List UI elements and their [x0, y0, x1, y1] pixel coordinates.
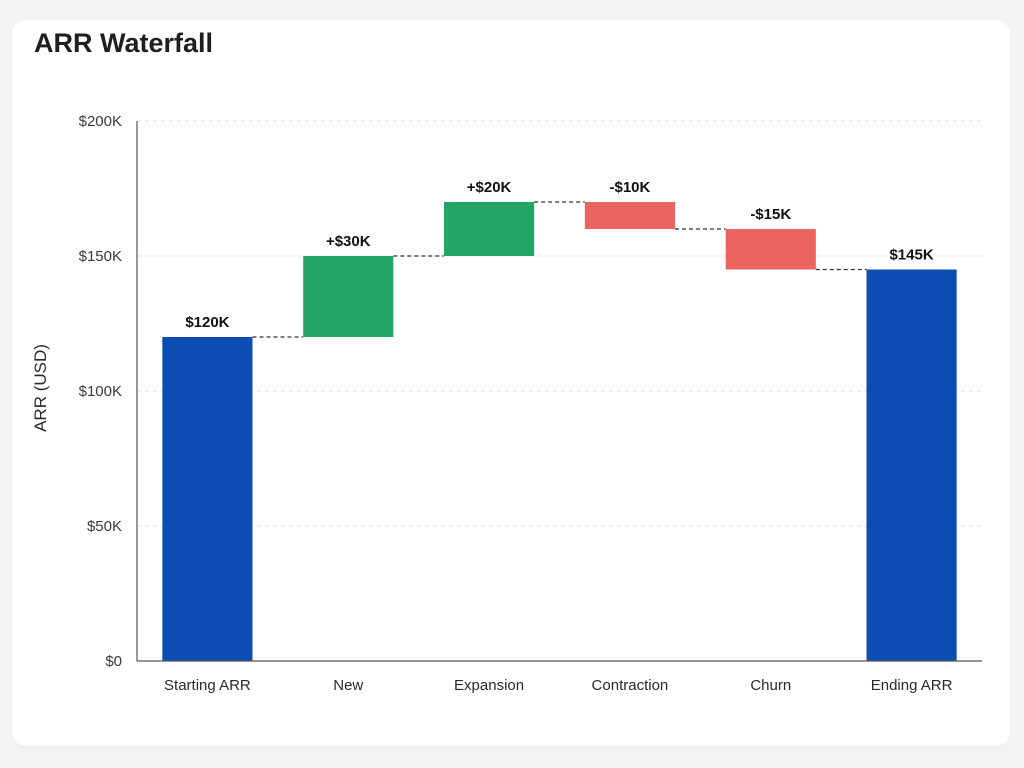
bar: [584, 202, 675, 229]
data-label: -$10K: [609, 179, 650, 196]
connector-lines: [252, 201, 867, 338]
data-label: $145K: [889, 247, 933, 264]
data-labels: $120K +$30K +$20K -$10K -$15K $145K: [185, 179, 934, 331]
bars: [162, 202, 957, 661]
bar: [444, 202, 535, 256]
x-tick-label: Starting ARR: [164, 677, 251, 694]
y-axis-label: ARR (USD): [31, 344, 50, 432]
bar: [866, 269, 957, 661]
data-label: $120K: [185, 314, 229, 331]
bar: [725, 229, 816, 270]
y-tick-label: $0: [105, 653, 122, 670]
y-tick-label: $100K: [79, 383, 122, 400]
x-tick-label: Ending ARR: [871, 677, 953, 694]
bar: [162, 337, 253, 661]
x-tick-label: Contraction: [592, 677, 669, 694]
y-tick-label: $150K: [79, 248, 122, 265]
x-tick-label: Churn: [750, 677, 791, 694]
x-tick-label: New: [333, 677, 363, 694]
axes: $0 $50K $100K $150K $200K Starting ARR New Expa…: [79, 113, 982, 694]
data-label: +$30K: [326, 233, 371, 250]
chart-title: ARR Waterfall: [34, 28, 214, 58]
y-tick-label: $50K: [87, 518, 122, 535]
y-tick-label: $200K: [79, 113, 122, 130]
grid-lines: [137, 120, 982, 527]
bar: [303, 256, 394, 337]
x-tick-label: Expansion: [454, 677, 524, 694]
data-label: +$20K: [467, 179, 512, 196]
data-label: -$15K: [750, 206, 791, 223]
